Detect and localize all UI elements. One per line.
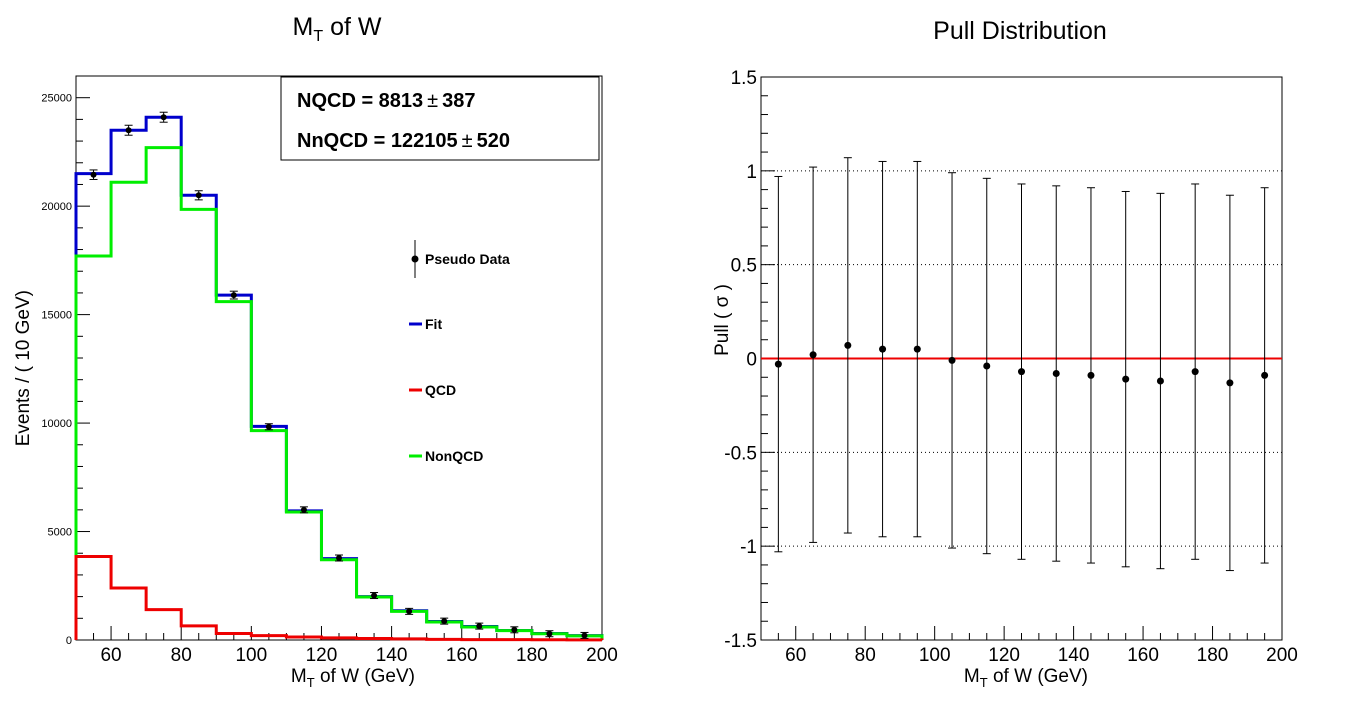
pull-x-tick-label: 80 <box>855 645 876 666</box>
fit-stats-frame <box>280 76 600 161</box>
y-tick-label-5000: 5000 <box>48 527 72 539</box>
x-tick-label-120: 120 <box>306 645 338 666</box>
right-plot-area: -1.5 -1 -0.5 0 0.5 1 1.5 60 80 100 120 140 160 180 200 <box>724 68 1298 666</box>
data-point <box>160 114 167 121</box>
step-nonqcd <box>74 146 604 640</box>
pull-point <box>913 345 921 353</box>
data-point <box>406 608 413 615</box>
left-y-axis-label: Events / ( 10 GeV) <box>13 290 34 446</box>
pull-x-tick-label: 180 <box>1197 645 1229 666</box>
data-point <box>371 592 378 599</box>
legend-label-nonqcd: NonQCD <box>425 448 483 464</box>
legend-marker-pseudo-data <box>411 255 419 263</box>
y-tick-label-10000: 10000 <box>41 418 72 430</box>
pull-point <box>1156 377 1164 385</box>
y-tick-label-25000: 25000 <box>41 93 72 105</box>
data-point <box>336 555 342 562</box>
step-qcd <box>74 554 604 642</box>
data-point <box>546 630 553 637</box>
pull-point <box>1018 368 1025 376</box>
y-tick-label-15000: 15000 <box>41 310 72 322</box>
step-fit <box>74 115 604 640</box>
pull-y-tick-label: -1.5 <box>724 631 757 652</box>
y-tick-label-0: 0 <box>66 635 72 647</box>
pull-x-tick-label: 140 <box>1058 645 1090 666</box>
pull-point <box>1052 370 1060 378</box>
pull-point <box>1087 371 1095 379</box>
pull-point <box>879 345 887 353</box>
data-point <box>476 623 483 630</box>
y-tick-label-20000: 20000 <box>41 201 72 213</box>
fit-stats-box: NQCD = 8813 ±387 NnQCD = 122105 ±520 <box>280 76 600 161</box>
data-point <box>90 171 97 178</box>
pull-point <box>774 360 782 368</box>
pull-x-tick-label: 120 <box>988 645 1020 666</box>
pull-y-tick-label: 1.5 <box>731 68 757 89</box>
data-point <box>441 618 448 625</box>
right-y-axis-label: Pull ( σ ) <box>712 284 733 356</box>
legend-label-pseudo-data: Pseudo Data <box>425 251 510 267</box>
data-point <box>265 423 272 430</box>
left-plot-area: 0 5000 10000 15000 20000 25000 60 80 100 120 140 16… <box>41 75 618 666</box>
right-chart-title: Pull Distribution <box>933 17 1107 45</box>
legend-label-fit: Fit <box>425 316 442 332</box>
data-point <box>230 292 237 299</box>
pull-point <box>809 351 817 359</box>
pull-x-tick-label: 200 <box>1266 645 1298 666</box>
nqcd-stat: NQCD = 8813 ±387 <box>297 90 476 112</box>
pull-y-tick-label: -0.5 <box>724 443 757 464</box>
nnqcd-stat: NnQCD = 122105 ±520 <box>297 130 510 152</box>
x-tick-label-180: 180 <box>516 645 548 666</box>
pull-point <box>1122 375 1130 383</box>
x-tick-label-140: 140 <box>376 645 408 666</box>
pull-point <box>983 362 991 370</box>
right-x-axis-label: MT of W (GeV) <box>964 666 1088 690</box>
data-point <box>511 626 518 633</box>
pull-y-tick-label: -1 <box>740 537 757 558</box>
pull-point <box>1261 371 1269 379</box>
pull-y-tick-label: 0 <box>746 350 757 371</box>
pull-point <box>1226 379 1234 387</box>
pull-point <box>844 341 852 349</box>
left-legend: Pseudo Data Fit QCD NonQCD <box>409 240 510 464</box>
x-tick-label-160: 160 <box>446 645 478 666</box>
x-tick-label-80: 80 <box>171 645 192 666</box>
right-chart: Pull Distribution MT of W (GeV) Pull ( σ… <box>712 17 1298 690</box>
pull-x-tick-label: 60 <box>785 645 806 666</box>
pull-y-tick-label: 1 <box>746 162 757 183</box>
pull-point <box>1191 368 1199 376</box>
data-point <box>195 192 202 199</box>
data-point <box>300 506 307 513</box>
pull-x-tick-label: 100 <box>919 645 951 666</box>
left-chart-title: MT of W <box>293 13 382 45</box>
pull-y-tick-label: 0.5 <box>731 256 757 277</box>
x-tick-label-200: 200 <box>586 645 618 666</box>
left-x-axis-label: MT of W (GeV) <box>291 666 415 690</box>
pull-x-tick-label: 160 <box>1127 645 1159 666</box>
x-tick-label-100: 100 <box>235 645 267 666</box>
pull-point <box>948 356 956 364</box>
data-point <box>125 127 132 134</box>
data-point <box>581 632 588 639</box>
left-chart: MT of W MT of W (GeV) Events / ( 10 GeV)… <box>13 13 618 690</box>
legend-label-qcd: QCD <box>425 382 456 398</box>
x-tick-label-60: 60 <box>100 645 121 666</box>
